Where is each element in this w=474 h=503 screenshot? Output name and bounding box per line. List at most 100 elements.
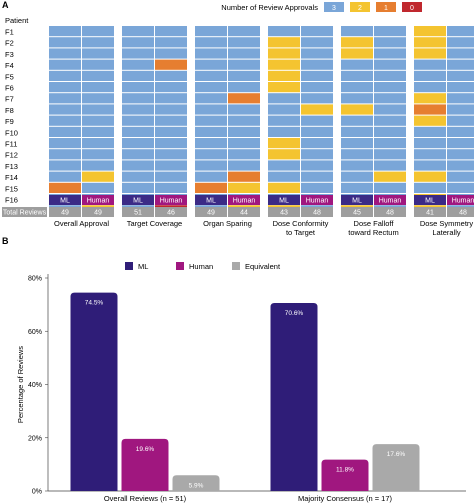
heatmap-cell bbox=[122, 138, 154, 149]
heatmap-cell bbox=[228, 48, 260, 59]
heatmap-cell bbox=[374, 171, 406, 182]
heatmap-cell bbox=[374, 82, 406, 93]
heatmap-cell bbox=[301, 171, 333, 182]
heatmap-cell bbox=[82, 93, 114, 104]
human-total-value: 49 bbox=[94, 210, 102, 217]
human-total-box bbox=[228, 207, 260, 217]
heatmap-cell bbox=[341, 160, 373, 171]
heatmap-cell bbox=[195, 115, 227, 126]
human-header-label: Human bbox=[233, 198, 256, 205]
heatmap-cell bbox=[414, 126, 446, 137]
heatmap-cell bbox=[447, 126, 474, 137]
heatmap-cell bbox=[447, 59, 474, 70]
bar bbox=[70, 292, 118, 491]
heatmap-cell bbox=[122, 37, 154, 48]
patient-label: F5 bbox=[5, 72, 14, 81]
heatmap-cell bbox=[122, 82, 154, 93]
legend-swatch-0 bbox=[402, 2, 422, 12]
heatmap-cell bbox=[374, 182, 406, 193]
category-label-line: Overall Approval bbox=[54, 219, 109, 228]
heatmap-cell bbox=[301, 149, 333, 160]
heatmap-cell bbox=[374, 149, 406, 160]
category-label-line: Dose Symmetry bbox=[420, 219, 474, 228]
heatmap-cell bbox=[414, 93, 446, 104]
ml-header-label: ML bbox=[133, 198, 143, 205]
heatmap-cell bbox=[82, 126, 114, 137]
bar-value-label: 70.6% bbox=[285, 310, 304, 317]
heatmap-cell bbox=[49, 48, 81, 59]
heatmap-cell bbox=[155, 70, 187, 81]
category-label-line: Laterally bbox=[432, 228, 461, 237]
heatmap-cell bbox=[341, 115, 373, 126]
y-axis-label: Percentage of Reviews bbox=[16, 346, 25, 423]
ml-header-label: ML bbox=[60, 198, 70, 205]
human-header-box bbox=[374, 195, 406, 205]
human-total-value: 48 bbox=[459, 210, 467, 217]
heatmap-cell bbox=[301, 82, 333, 93]
category-label: Organ Sparing bbox=[203, 219, 252, 228]
heatmap-cell bbox=[301, 26, 333, 37]
heatmap-cell bbox=[155, 160, 187, 171]
ml-total-box bbox=[122, 207, 154, 217]
heatmap-cell bbox=[414, 37, 446, 48]
heatmap-cell bbox=[447, 160, 474, 171]
heatmap-cell bbox=[374, 59, 406, 70]
ml-header-box bbox=[414, 195, 446, 205]
ml-total-value: 43 bbox=[280, 210, 288, 217]
heatmap-cell bbox=[155, 37, 187, 48]
category-label-line: Target Coverage bbox=[127, 219, 182, 228]
heatmap-cell bbox=[122, 48, 154, 59]
bar bbox=[121, 438, 169, 491]
heatmap-cell bbox=[268, 138, 300, 149]
heatmap-cell bbox=[49, 149, 81, 160]
heatmap-cell bbox=[155, 138, 187, 149]
patient-label: F6 bbox=[5, 84, 14, 93]
human-header-label: Human bbox=[306, 198, 329, 205]
panel-label-a: A bbox=[2, 0, 9, 10]
heatmap-cell bbox=[341, 37, 373, 48]
heatmap-cell bbox=[447, 115, 474, 126]
ml-header-label: ML bbox=[425, 198, 435, 205]
bar bbox=[270, 303, 318, 491]
ml-total-value: 49 bbox=[207, 210, 215, 217]
legend-label-1: 1 bbox=[384, 5, 388, 12]
human-total-value: 44 bbox=[240, 210, 248, 217]
heatmap-cell bbox=[49, 126, 81, 137]
category-label: Dose Symmetry Laterally bbox=[420, 219, 474, 237]
heatmap-cell bbox=[301, 48, 333, 59]
category-label-line: Dose Conformity bbox=[273, 219, 329, 228]
heatmap-cell bbox=[195, 37, 227, 48]
legend-label-2: 2 bbox=[358, 5, 362, 12]
bar bbox=[172, 475, 220, 491]
heatmap-cell bbox=[155, 126, 187, 137]
bar-value-label: 74.5% bbox=[85, 300, 104, 307]
heatmap-cell bbox=[447, 70, 474, 81]
heatmap-cell bbox=[414, 26, 446, 37]
heatmap-cell bbox=[228, 104, 260, 115]
human-total-box bbox=[447, 207, 474, 217]
human-header-box bbox=[82, 195, 114, 205]
legend-label: Equivalent bbox=[245, 262, 281, 271]
heatmap-cell bbox=[374, 93, 406, 104]
human-total-value: 48 bbox=[386, 210, 394, 217]
human-total-value: 48 bbox=[313, 210, 321, 217]
legend-swatch bbox=[176, 262, 184, 270]
legend-label: Human bbox=[189, 262, 213, 271]
heatmap-cell bbox=[195, 82, 227, 93]
heatmap-cell bbox=[82, 37, 114, 48]
heatmap-cell bbox=[414, 82, 446, 93]
heatmap-cell bbox=[447, 37, 474, 48]
heatmap-cell bbox=[122, 171, 154, 182]
ml-total-value: 51 bbox=[134, 210, 142, 217]
heatmap-cell bbox=[447, 93, 474, 104]
heatmap-cell bbox=[268, 37, 300, 48]
heatmap-cell bbox=[155, 182, 187, 193]
heatmap-cell bbox=[82, 138, 114, 149]
heatmap-cell bbox=[49, 82, 81, 93]
category-label: Dose Falloff toward Rectum bbox=[348, 219, 398, 237]
heatmap-cell bbox=[155, 115, 187, 126]
heatmap-cell bbox=[447, 149, 474, 160]
heatmap-cell bbox=[268, 126, 300, 137]
heatmap-cell bbox=[447, 104, 474, 115]
heatmap-cell bbox=[268, 26, 300, 37]
